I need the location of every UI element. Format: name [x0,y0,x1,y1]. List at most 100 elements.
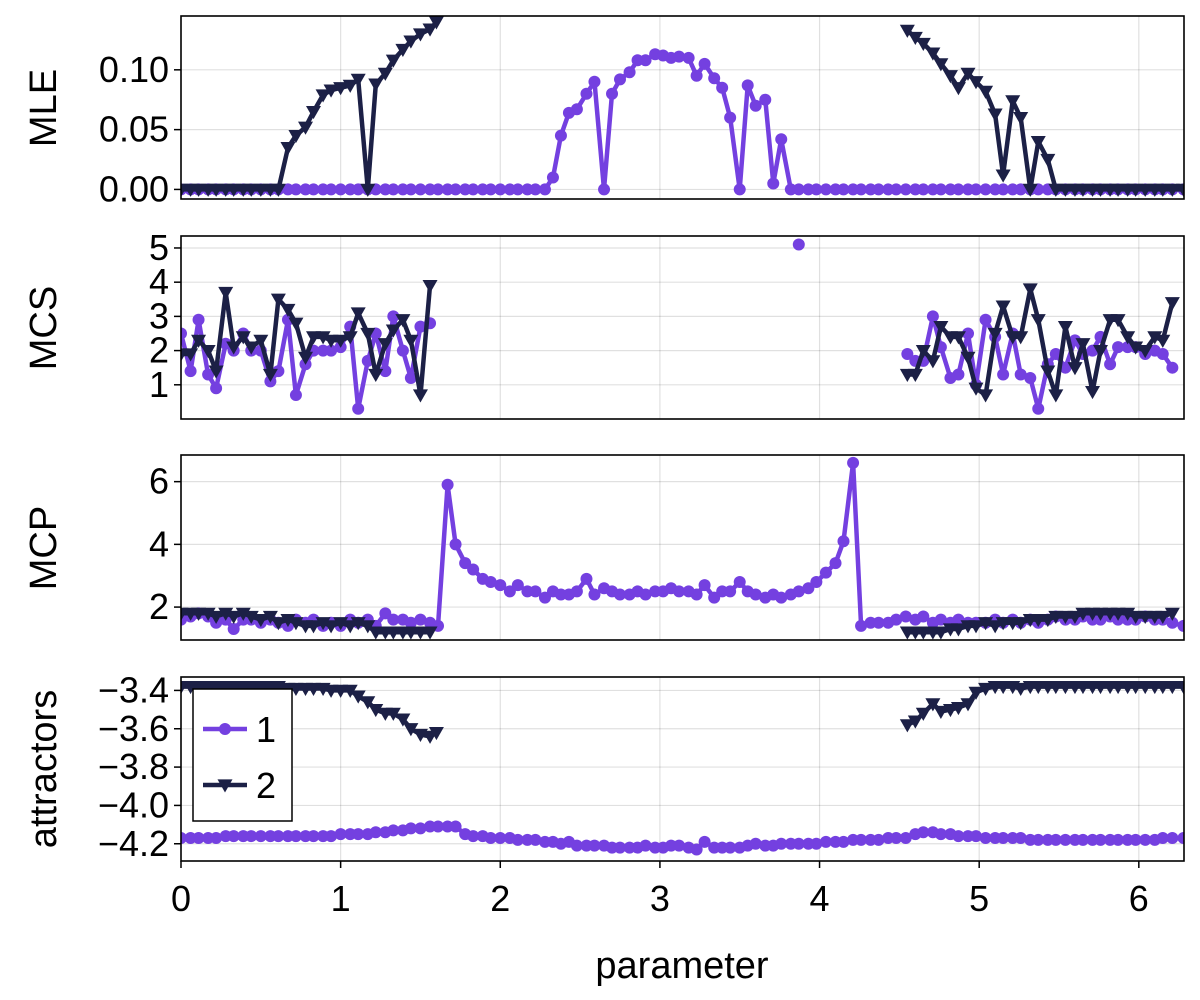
data-point-circle [529,833,542,846]
y-tick-label: −3.4 [98,669,169,710]
data-point-triangle [1005,95,1021,109]
series-line [905,28,1184,192]
data-point-circle [673,50,686,63]
data-point-triangle [995,300,1011,314]
data-point-circle [484,575,497,588]
data-point-circle [325,183,338,196]
data-point-triangle [262,610,278,624]
data-point-circle [494,832,507,844]
data-point-circle [588,839,601,852]
data-point-triangle [412,389,428,403]
data-point-triangle [1110,680,1126,695]
data-point-triangle [385,707,401,721]
data-point-triangle [1067,362,1083,376]
series-1 [181,238,1179,415]
data-point-triangle [395,314,411,328]
data-point-triangle [342,79,358,93]
data-point-circle [414,822,427,835]
data-point-circle [396,344,409,357]
data-point-circle [1094,833,1107,846]
data-point-triangle [1057,321,1073,335]
data-point-circle [810,183,823,196]
data-point-circle [546,171,559,184]
data-point-triangle [1013,331,1029,345]
data-point-circle [1166,832,1179,844]
data-point-circle [202,368,215,381]
data-point-circle [570,585,583,598]
data-point-triangle [243,341,259,355]
series-2 [181,279,1180,403]
data-point-triangle [925,355,941,369]
data-point-circle [855,619,868,632]
data-point-triangle [1164,183,1180,197]
data-point-circle [289,389,302,402]
data-point-circle [690,69,703,82]
legend-label: 1 [256,709,276,750]
data-point-triangle [1176,680,1184,695]
data-point-triangle [262,368,278,383]
panel-frame [180,454,1185,641]
data-point-triangle [270,617,286,631]
data-point-circle [1032,402,1045,415]
data-point-circle [404,822,417,835]
data-point-triangle [1048,389,1064,403]
data-point-triangle [1093,680,1109,695]
data-point-circle [1112,341,1125,354]
data-point-triangle [385,324,401,338]
data-point-circle [334,183,347,196]
series-2 [181,16,1184,197]
data-point-triangle [412,626,428,640]
data-point-triangle [368,703,384,718]
data-point-triangle [1075,607,1091,621]
data-point-circle [449,820,462,833]
data-point-circle [254,830,267,843]
data-point-triangle [323,684,339,698]
data-point-circle [181,327,187,340]
data-point-circle [872,833,885,846]
data-point-triangle [368,78,384,92]
data-point-circle [467,183,480,196]
data-point-circle [414,613,427,626]
data-point-circle [899,183,912,196]
data-point-circle [307,830,320,843]
data-point-circle [952,830,965,843]
data-point-triangle [385,54,401,68]
data-point-circle [890,613,903,626]
data-point-circle [934,183,947,196]
data-point-circle [511,833,524,846]
data-point-triangle [226,680,242,695]
data-point-circle [529,585,542,598]
data-point-triangle [1120,331,1136,345]
data-point-triangle [1176,183,1184,197]
data-point-triangle [978,85,994,99]
data-point-circle [901,348,914,361]
data-point-circle [511,579,524,592]
data-point-triangle [422,279,438,294]
data-point-circle [767,177,780,190]
data-point-circle [580,572,593,585]
data-point-circle [1049,833,1062,846]
data-point-triangle [368,368,384,383]
data-point-circle [724,111,737,124]
data-point-circle [969,183,982,196]
data-point-circle [1129,833,1142,846]
data-point-circle [227,623,240,636]
data-point-triangle [253,183,269,197]
data-point-circle [997,183,1010,196]
data-point-triangle [968,620,984,634]
plot-area [181,238,1180,415]
data-point-triangle [305,620,321,634]
legend-box [192,688,293,822]
data-point-circle [837,183,850,196]
data-point-circle [414,320,427,333]
data-point-circle [245,830,258,843]
data-point-triangle [377,67,393,81]
data-point-triangle [1128,680,1144,695]
data-point-circle [819,183,832,196]
x-tick-label: 5 [969,878,989,919]
data-point-triangle [1075,680,1091,695]
data-point-triangle [1030,680,1046,695]
data-point-circle [334,828,347,841]
data-point-circle [979,832,992,844]
data-point-triangle [1155,183,1171,197]
